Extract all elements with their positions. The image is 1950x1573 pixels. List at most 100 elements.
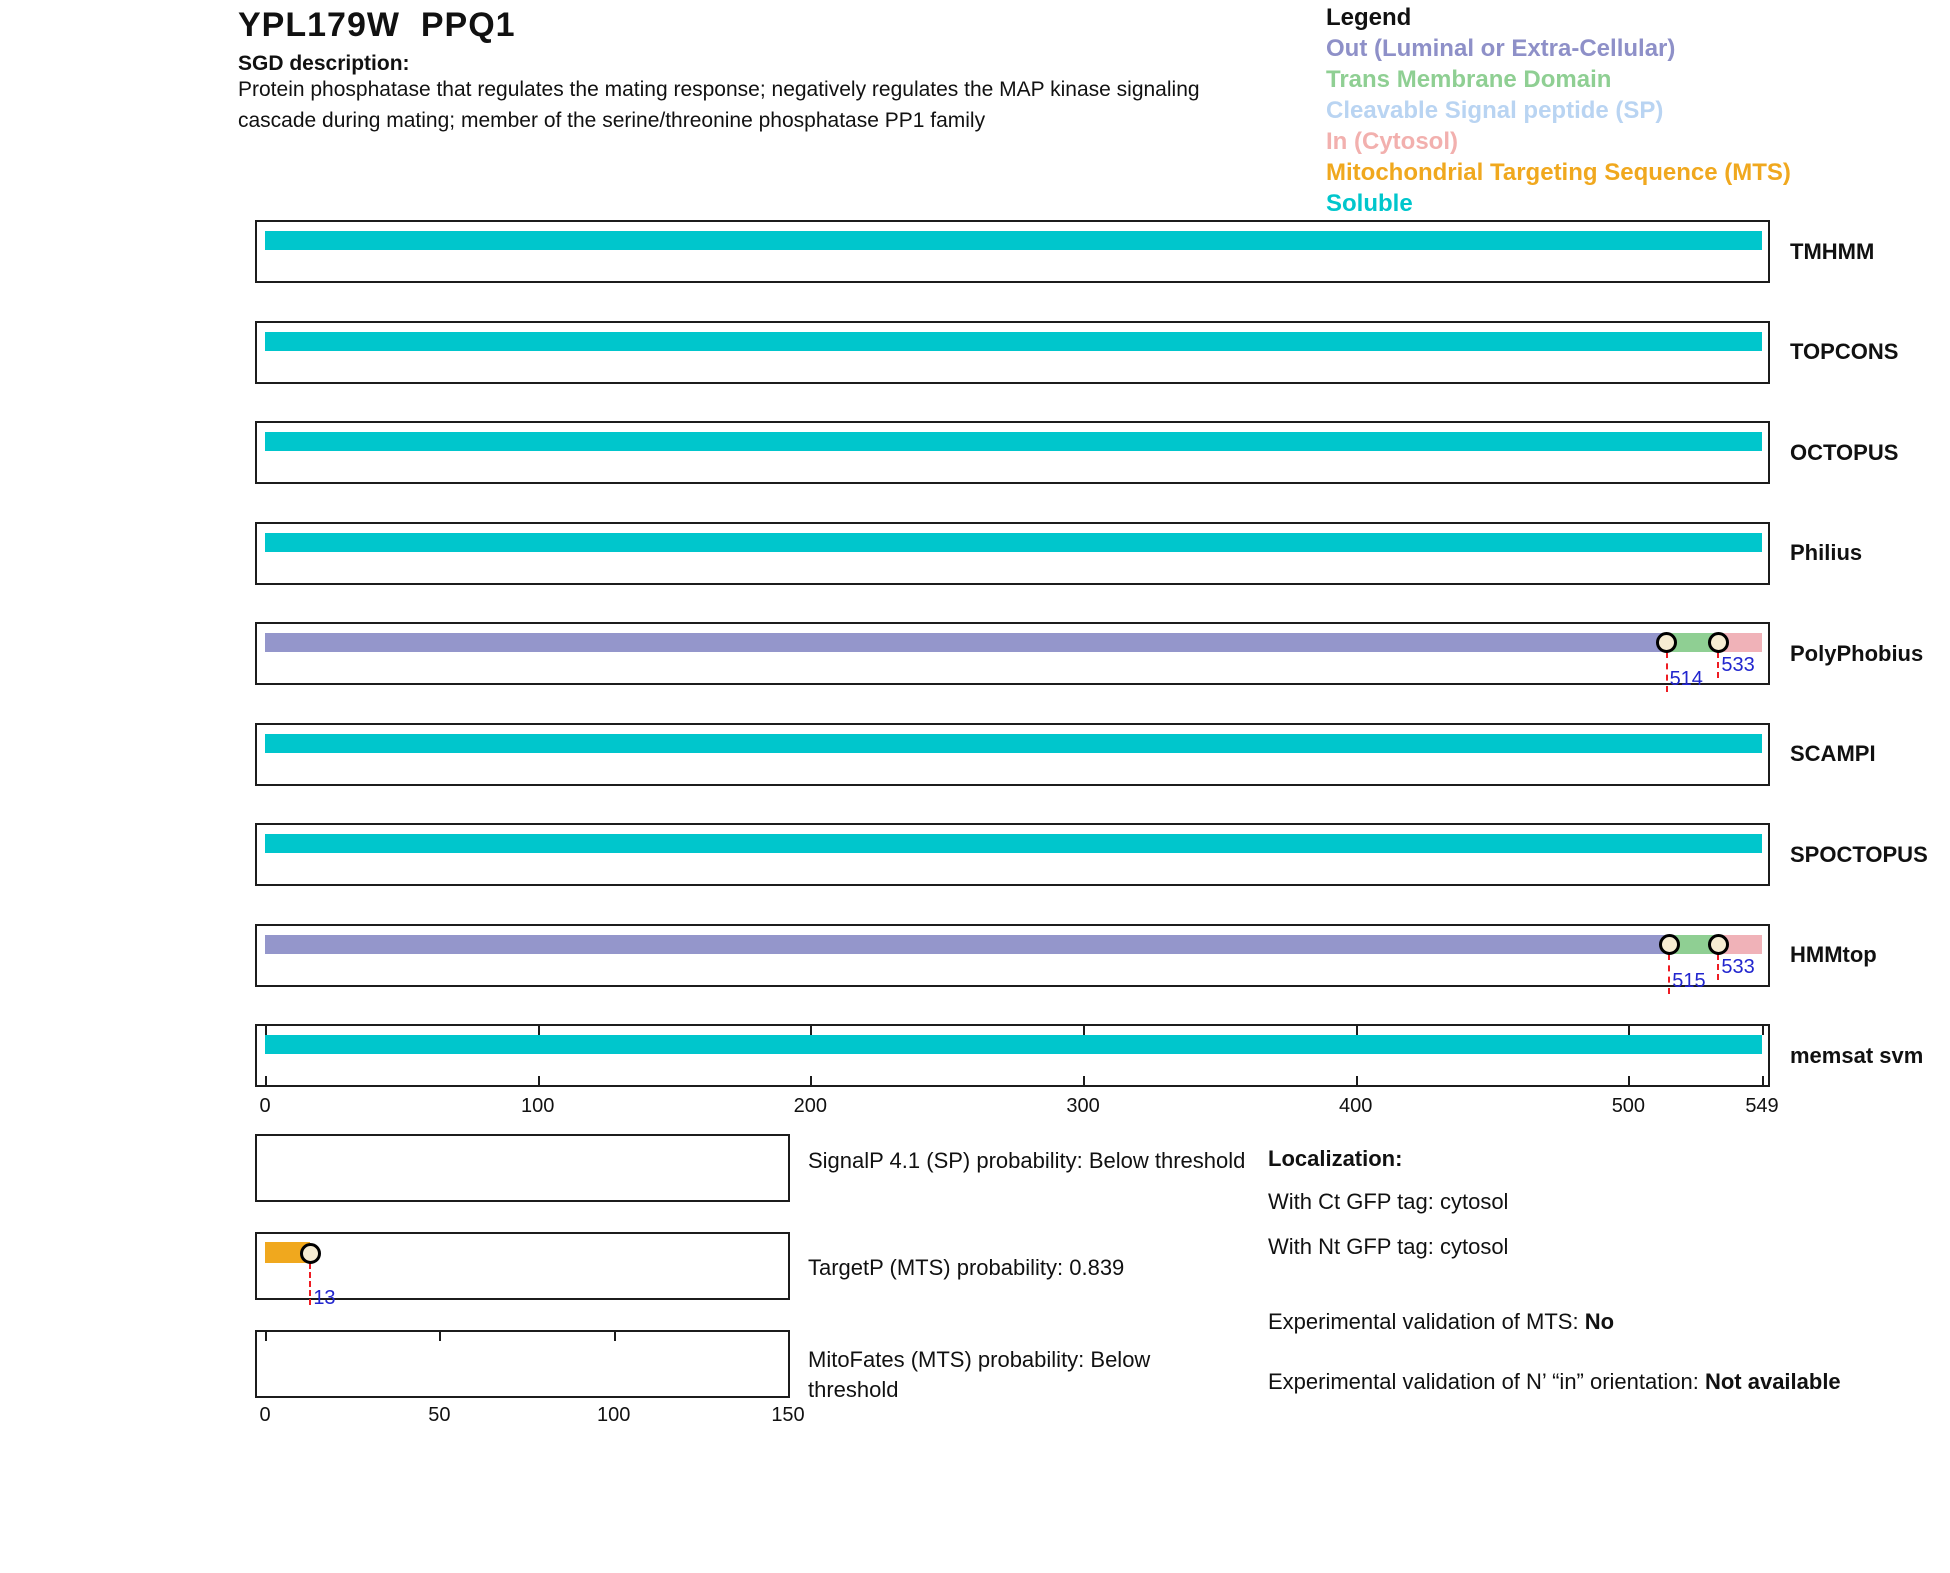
marker-drop-line xyxy=(309,1263,312,1305)
marker-drop-line xyxy=(1717,953,1720,980)
track-box-tmhmm xyxy=(255,220,1770,283)
legend-item-4: In (Cytosol) xyxy=(1326,128,1458,155)
residue-axis-tick-label: 500 xyxy=(1611,1095,1646,1117)
residue-axis-tick-label: 200 xyxy=(793,1095,828,1117)
prob-box-signalp xyxy=(255,1134,790,1202)
track-label-polyphobius: PolyPhobius xyxy=(1790,640,1924,666)
legend-item-2: Trans Membrane Domain xyxy=(1326,66,1612,93)
segment-soluble xyxy=(265,532,1762,552)
localization-title: Localization: xyxy=(1268,1146,1403,1171)
residue-axis-tick-label: 300 xyxy=(1066,1095,1100,1117)
boundary-marker xyxy=(1658,933,1680,955)
marker-drop-line xyxy=(1668,953,1671,994)
residue-axis-tick-label: 100 xyxy=(520,1095,555,1117)
prob-text-signalp: SignalP 4.1 (SP) probability: Below thre… xyxy=(808,1148,1246,1173)
prob-text-targetp: TargetP (MTS) probability: 0.839 xyxy=(808,1255,1125,1280)
segment-soluble xyxy=(265,1035,1762,1054)
axis-tick-top xyxy=(265,1026,267,1035)
axis-tick-bottom xyxy=(1355,1076,1358,1085)
segment-tm xyxy=(1669,934,1719,954)
prob-axis-tick-label: 100 xyxy=(596,1404,631,1426)
segment-in xyxy=(1718,934,1762,954)
segment-out xyxy=(265,633,1667,652)
legend-item-3: Cleavable Signal peptide (SP) xyxy=(1326,97,1664,124)
track-box-hmmtop: 515 533 xyxy=(255,923,1770,994)
track-box-scampi xyxy=(255,722,1770,786)
orientation-validation-label: Experimental validation of N’ “in” orien… xyxy=(1268,1369,1705,1394)
page-title: YPL179W PPQ1 xyxy=(238,6,516,44)
axis-tick-top xyxy=(1762,1026,1764,1035)
track-box-polyphobius: 514 533 xyxy=(255,622,1770,692)
track-box-memsat-svm xyxy=(255,1024,1770,1087)
mts-validation-line: Experimental validation of MTS: No xyxy=(1268,1306,1868,1338)
prob-axis-tick-label: 150 xyxy=(771,1404,805,1426)
boundary-marker xyxy=(1707,632,1729,653)
track-label-topcons: TOPCONS xyxy=(1790,339,1899,364)
mts-validation-label: Experimental validation of MTS: xyxy=(1268,1309,1585,1334)
axis-tick-bottom xyxy=(1762,1076,1764,1085)
prob-axis-tick-label: 0 xyxy=(259,1404,271,1426)
marker-position-label: 533 xyxy=(1721,654,1755,676)
track-box-spoctopus xyxy=(255,823,1770,886)
segment-soluble xyxy=(265,834,1762,853)
segment-out xyxy=(265,934,1670,954)
orientation-validation-value: Not available xyxy=(1704,1369,1841,1394)
sgd-description-label: SGD description: xyxy=(238,52,410,75)
legend-item-6: Soluble xyxy=(1326,190,1413,217)
marker-position-label: 514 xyxy=(1669,668,1703,690)
mts-validation-value: No xyxy=(1584,1309,1615,1334)
track-box-topcons xyxy=(255,320,1770,384)
localization-block: Localization: With Ct GFP tag: cytosol W… xyxy=(1268,1146,1868,1277)
prob-box-mitofates xyxy=(255,1330,790,1398)
track-label-octopus: OCTOPUS xyxy=(1790,439,1899,465)
marker-drop-line xyxy=(1717,652,1720,678)
track-label-hmmtop: HMMtop xyxy=(1790,942,1877,967)
localization-nt-gfp: With Nt GFP tag: cytosol xyxy=(1268,1234,1509,1259)
orientation-validation-line: Experimental validation of N’ “in” orien… xyxy=(1268,1366,1843,1398)
prob-axis-tick-top xyxy=(265,1332,267,1341)
track-label-philius: Philius xyxy=(1790,540,1863,565)
marker-position-label: 533 xyxy=(1721,955,1755,978)
prob-box-targetp: 13 xyxy=(255,1232,790,1309)
track-box-octopus xyxy=(255,421,1770,484)
axis-tick-top xyxy=(810,1026,813,1035)
marker-position-label: 13 xyxy=(313,1287,336,1309)
legend-item-1: Out (Luminal or Extra-Cellular) xyxy=(1326,35,1676,62)
axis-tick-bottom xyxy=(1083,1076,1086,1085)
marker-drop-line xyxy=(1665,652,1668,692)
track-label-tmhmm: TMHMM xyxy=(1790,238,1875,264)
segment-tm xyxy=(1666,633,1719,652)
segment-soluble xyxy=(265,432,1762,451)
track-box-philius xyxy=(255,521,1770,585)
segment-mts xyxy=(265,1242,311,1263)
axis-tick-top xyxy=(1628,1026,1631,1035)
prob-axis-tick-top xyxy=(439,1332,442,1341)
axis-tick-top xyxy=(1355,1026,1358,1035)
residue-axis-tick-label: 0 xyxy=(259,1095,271,1117)
track-label-scampi: SCAMPI xyxy=(1790,741,1876,766)
residue-axis-tick-label: 400 xyxy=(1339,1095,1373,1117)
prob-axis-tick-top xyxy=(613,1332,616,1341)
legend: Legend Out (Luminal or Extra-Cellular) Tr… xyxy=(1326,2,1791,219)
segment-soluble xyxy=(265,331,1762,351)
marker-position-label: 515 xyxy=(1672,969,1706,992)
axis-tick-top xyxy=(537,1026,540,1035)
axis-tick-bottom xyxy=(537,1076,540,1085)
boundary-marker xyxy=(1707,933,1729,955)
axis-tick-bottom xyxy=(810,1076,813,1085)
segment-soluble xyxy=(265,231,1762,250)
segment-in xyxy=(1718,633,1762,652)
track-label-memsat-svm: memsat svm xyxy=(1790,1042,1924,1068)
boundary-marker xyxy=(299,1243,321,1264)
axis-tick-bottom xyxy=(265,1076,267,1085)
residue-axis-tick-label: 549 xyxy=(1745,1095,1779,1117)
legend-title: Legend xyxy=(1326,4,1412,31)
boundary-marker xyxy=(1656,632,1678,653)
localization-ct-gfp: With Ct GFP tag: cytosol xyxy=(1268,1189,1509,1214)
segment-soluble xyxy=(265,733,1762,753)
axis-tick-bottom xyxy=(1628,1076,1631,1085)
legend-item-5: Mitochondrial Targeting Sequence (MTS) xyxy=(1326,159,1791,186)
prob-axis-tick-label: 50 xyxy=(428,1404,451,1426)
sgd-description-text: Protein phosphatase that regulates the m… xyxy=(238,78,1200,132)
